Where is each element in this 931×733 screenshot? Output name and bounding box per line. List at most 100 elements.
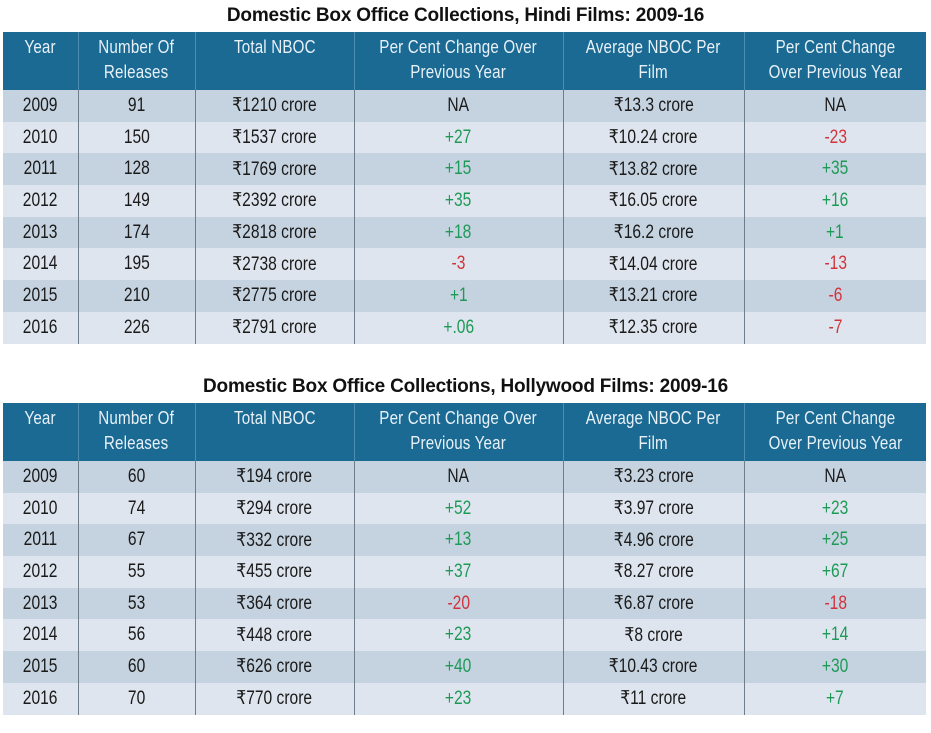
table-row: 2010 150 ₹1537 crore +27 ₹10.24 crore -23 <box>3 121 926 154</box>
cell-number-of-releases: 210 <box>77 280 195 312</box>
cell-year: 2013 <box>3 216 78 249</box>
cell-pct-change-average: -6 <box>743 280 926 312</box>
cell-pct-change-average: +16 <box>743 185 926 217</box>
cell-value: +16 <box>822 189 849 211</box>
cell-average-nboc-per-film: ₹13.21 crore <box>562 280 744 312</box>
column-header-label: Number Of Releases <box>98 407 175 453</box>
cell-value: ₹194 crore <box>236 466 313 488</box>
cell-year: 2011 <box>3 153 78 186</box>
table-row: 2012 149 ₹2392 crore +35 ₹16.05 crore +16 <box>3 185 926 217</box>
column-header-label: Number Of Releases <box>98 36 175 82</box>
cell-pct-change-total: -20 <box>353 587 563 620</box>
table-row: 2013 53 ₹364 crore -20 ₹6.87 crore -18 <box>3 587 926 620</box>
cell-average-nboc-per-film: ₹10.24 crore <box>562 121 744 154</box>
cell-value: -3 <box>451 253 466 275</box>
table-row: 2012 55 ₹455 crore +37 ₹8.27 crore +67 <box>3 556 926 588</box>
cell-value: ₹770 crore <box>236 688 313 710</box>
cell-year: 2014 <box>3 619 78 652</box>
column-header-average-nboc-per-film: Average NBOC Per Film <box>562 32 744 90</box>
column-header-label: Per Cent Change Over Previous Year <box>768 407 903 453</box>
cell-pct-change-total: +18 <box>353 216 563 249</box>
cell-value: ₹13.21 crore <box>609 285 698 307</box>
cell-value: 2013 <box>22 592 58 614</box>
cell-number-of-releases: 74 <box>77 492 195 525</box>
cell-pct-change-total: +15 <box>353 153 563 186</box>
cell-number-of-releases: 67 <box>77 524 195 557</box>
cell-pct-change-average: NA <box>743 90 926 122</box>
cell-value: -13 <box>823 253 847 275</box>
cell-value: ₹14.04 crore <box>609 253 698 275</box>
cell-year: 2011 <box>3 524 78 557</box>
cell-value: 2013 <box>22 221 58 243</box>
cell-value: ₹294 crore <box>236 498 313 520</box>
cell-number-of-releases: 56 <box>77 619 195 652</box>
cell-value: ₹16.2 crore <box>613 222 694 244</box>
cell-number-of-releases: 55 <box>77 556 195 588</box>
cell-value: ₹2791 crore <box>232 317 317 339</box>
cell-value: +35 <box>445 189 472 211</box>
cell-pct-change-total: +40 <box>353 651 563 683</box>
column-header-year: Year <box>3 32 78 90</box>
cell-value: ₹6.87 crore <box>613 593 694 615</box>
cell-total-nboc: ₹194 crore <box>194 461 354 493</box>
column-header-label: Total NBOC <box>233 36 316 57</box>
cell-total-nboc: ₹2392 crore <box>194 185 354 217</box>
hollywood-films-table: Year Number Of Releases Total NBOC Per Cent … <box>3 403 926 715</box>
cell-value: -18 <box>823 592 847 614</box>
cell-pct-change-average: +23 <box>743 492 926 525</box>
cell-value: ₹13.82 crore <box>609 158 698 180</box>
cell-number-of-releases: 60 <box>77 651 195 683</box>
cell-value: 150 <box>123 126 150 148</box>
column-header-number-of-releases: Number Of Releases <box>77 403 195 461</box>
cell-value: 74 <box>127 497 146 519</box>
table-row: 2009 60 ₹194 crore NA ₹3.23 crore NA <box>3 461 926 493</box>
column-header-average-nboc-per-film: Average NBOC Per Film <box>562 403 744 461</box>
hindi-table-title: Domestic Box Office Collections, Hindi F… <box>226 5 705 26</box>
cell-value: NA <box>824 94 847 116</box>
column-header-label: Per Cent Change Over Previous Year <box>768 36 903 82</box>
cell-total-nboc: ₹1210 crore <box>194 90 354 122</box>
cell-number-of-releases: 70 <box>77 682 195 715</box>
cell-pct-change-average: -18 <box>743 587 926 620</box>
cell-total-nboc: ₹332 crore <box>194 524 354 557</box>
column-header-label: Average NBOC Per Film <box>586 407 721 453</box>
cell-value: 149 <box>123 189 150 211</box>
cell-average-nboc-per-film: ₹16.2 crore <box>562 216 744 249</box>
cell-value: ₹11 crore <box>620 688 687 710</box>
cell-value: 60 <box>127 655 146 677</box>
column-header-label: Average NBOC Per Film <box>586 36 721 82</box>
cell-pct-change-average: +67 <box>743 556 926 588</box>
cell-value: 60 <box>127 465 146 487</box>
cell-average-nboc-per-film: ₹3.97 crore <box>562 492 744 525</box>
cell-value: ₹448 crore <box>236 624 313 646</box>
cell-pct-change-average: -7 <box>743 311 926 344</box>
cell-value: ₹2775 crore <box>232 285 317 307</box>
cell-number-of-releases: 195 <box>77 248 195 281</box>
cell-year: 2009 <box>3 461 78 493</box>
cell-value: ₹332 crore <box>236 529 313 551</box>
cell-value: +7 <box>826 687 845 709</box>
table-row: 2013 174 ₹2818 crore +18 ₹16.2 crore +1 <box>3 216 926 249</box>
cell-average-nboc-per-film: ₹6.87 crore <box>562 587 744 620</box>
cell-average-nboc-per-film: ₹8.27 crore <box>562 556 744 588</box>
cell-value: +1 <box>826 221 845 243</box>
cell-pct-change-total: +37 <box>353 556 563 588</box>
cell-value: +67 <box>822 560 849 582</box>
cell-pct-change-total: +1 <box>353 280 563 312</box>
cell-value: 2012 <box>22 560 58 582</box>
cell-value: 174 <box>123 221 150 243</box>
cell-total-nboc: ₹770 crore <box>194 682 354 715</box>
header-row: Year Number Of Releases Total NBOC Per Cent … <box>3 32 926 90</box>
cell-value: 128 <box>123 158 150 180</box>
column-header-pct-change-total: Per Cent Change Over Previous Year <box>353 403 563 461</box>
cell-value: +25 <box>822 529 849 551</box>
cell-total-nboc: ₹2775 crore <box>194 280 354 312</box>
cell-average-nboc-per-film: ₹14.04 crore <box>562 248 744 281</box>
cell-value: +14 <box>822 624 849 646</box>
cell-value: 2009 <box>22 465 58 487</box>
table-row: 2015 210 ₹2775 crore +1 ₹13.21 crore -6 <box>3 280 926 312</box>
table-row: 2016 70 ₹770 crore +23 ₹11 crore +7 <box>3 682 926 715</box>
cell-pct-change-total: +52 <box>353 492 563 525</box>
cell-value: ₹4.96 crore <box>613 529 694 551</box>
cell-year: 2010 <box>3 492 78 525</box>
